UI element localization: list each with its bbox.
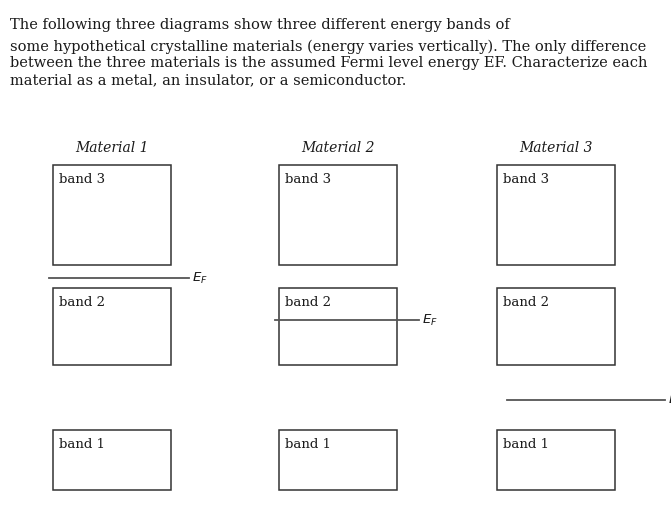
- Text: band 3: band 3: [285, 173, 331, 186]
- Text: between the three materials is the assumed Fermi level energy EF. Characterize e: between the three materials is the assum…: [10, 56, 648, 71]
- Text: band 3: band 3: [503, 173, 549, 186]
- Bar: [279, 165, 397, 265]
- Text: band 1: band 1: [503, 438, 549, 451]
- Bar: [279, 288, 397, 365]
- Text: $E_F$: $E_F$: [422, 312, 437, 328]
- Text: Material 3: Material 3: [519, 141, 592, 155]
- Bar: [53, 165, 171, 265]
- Text: material as a metal, an insulator, or a semiconductor.: material as a metal, an insulator, or a …: [10, 73, 407, 87]
- Bar: [497, 430, 615, 490]
- Text: band 2: band 2: [59, 296, 105, 309]
- Text: Material 1: Material 1: [75, 141, 149, 155]
- Bar: [53, 430, 171, 490]
- Text: band 1: band 1: [59, 438, 105, 451]
- Text: $E_F$: $E_F$: [192, 270, 208, 285]
- Bar: [279, 430, 397, 490]
- Text: band 2: band 2: [503, 296, 549, 309]
- Text: band 2: band 2: [285, 296, 331, 309]
- Text: some hypothetical crystalline materials (energy varies vertically). The only dif: some hypothetical crystalline materials …: [10, 40, 646, 54]
- Bar: [53, 288, 171, 365]
- Text: $E_F$: $E_F$: [668, 393, 671, 407]
- Text: The following three diagrams show three different energy bands of: The following three diagrams show three …: [10, 18, 510, 32]
- Text: band 1: band 1: [285, 438, 331, 451]
- Text: band 3: band 3: [59, 173, 105, 186]
- Text: Material 2: Material 2: [301, 141, 374, 155]
- Bar: [497, 288, 615, 365]
- Bar: [497, 165, 615, 265]
